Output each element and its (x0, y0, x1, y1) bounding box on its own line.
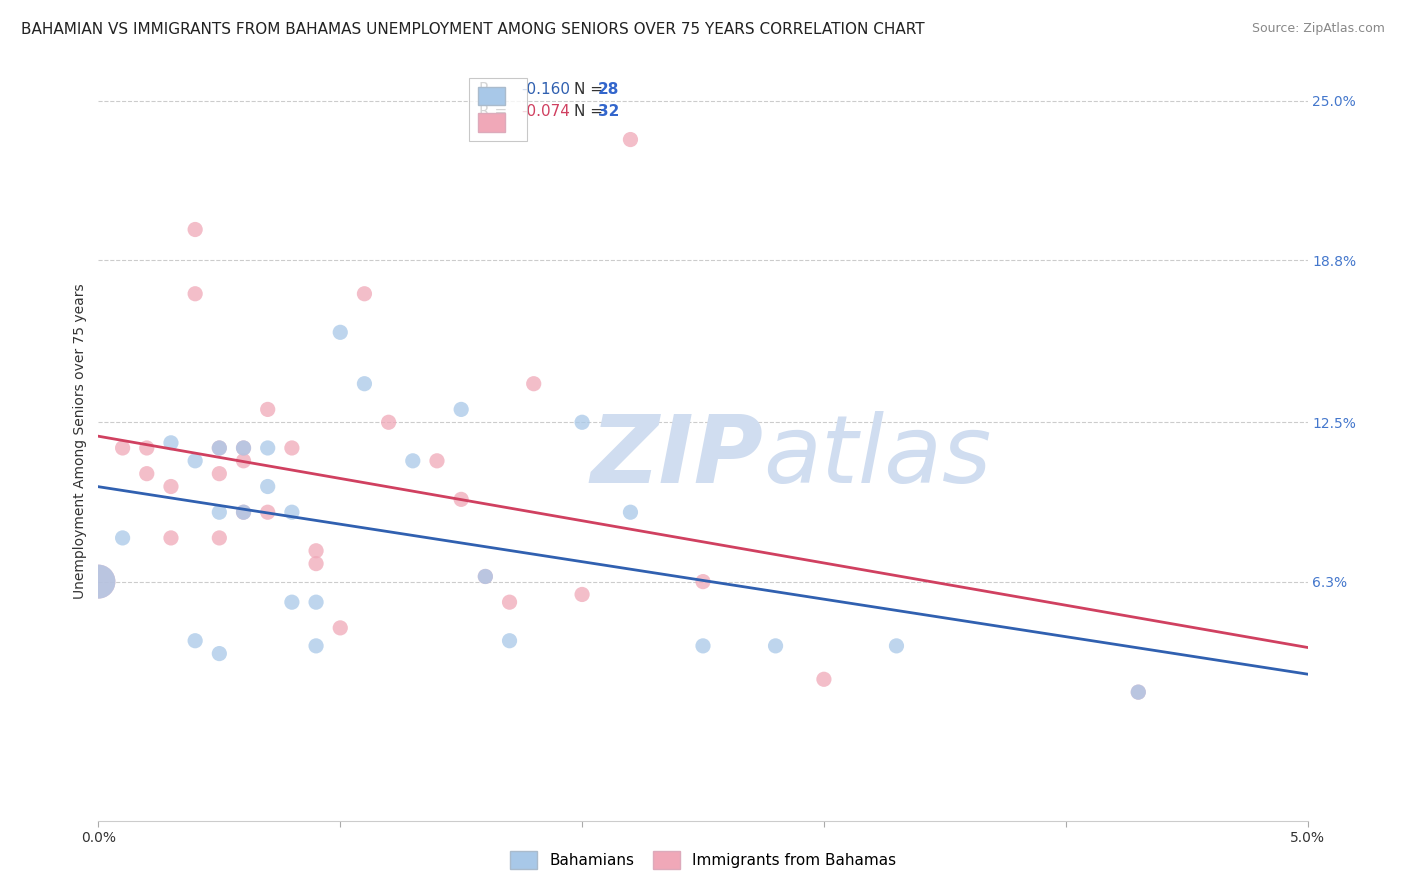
Point (402, 454, 425, 468)
Point (305, 595, 328, 609)
Point (232, 505, 254, 519)
Text: BAHAMIAN VS IMMIGRANTS FROM BAHAMAS UNEMPLOYMENT AMONG SENIORS OVER 75 YEARS COR: BAHAMIAN VS IMMIGRANTS FROM BAHAMAS UNEM… (21, 22, 925, 37)
Point (1128, 685, 1150, 699)
Point (377, 415, 399, 429)
Point (256, 505, 278, 519)
Legend: Bahamians, Immigrants from Bahamas: Bahamians, Immigrants from Bahamas (503, 845, 903, 875)
Point (619, 132, 641, 146)
Point (692, 574, 714, 589)
Point (111, 441, 134, 455)
Point (208, 441, 231, 455)
Point (208, 531, 231, 545)
Point (256, 402, 278, 417)
Point (256, 441, 278, 455)
Point (305, 639, 328, 653)
Point (498, 595, 520, 609)
Point (474, 569, 496, 583)
Point (353, 376, 375, 391)
Point (886, 639, 908, 653)
Point (232, 505, 254, 519)
Point (208, 647, 231, 661)
Point (135, 441, 157, 455)
Point (619, 505, 641, 519)
Point (1128, 685, 1150, 699)
Text: -0.074: -0.074 (522, 104, 571, 120)
Text: R =: R = (479, 104, 512, 120)
Point (208, 505, 231, 519)
Point (305, 557, 328, 571)
Text: 32: 32 (598, 104, 619, 120)
Point (813, 673, 835, 687)
Point (765, 639, 787, 653)
Point (329, 621, 352, 635)
Point (692, 639, 714, 653)
Point (184, 454, 207, 468)
Point (232, 441, 254, 455)
Point (160, 479, 183, 493)
Point (184, 633, 207, 648)
Point (160, 435, 183, 450)
Text: 28: 28 (598, 82, 619, 97)
Point (184, 222, 207, 236)
Point (160, 531, 183, 545)
Text: atlas: atlas (763, 411, 991, 502)
Point (353, 286, 375, 301)
Text: ZIP: ZIP (591, 410, 763, 503)
Point (256, 479, 278, 493)
Y-axis label: Unemployment Among Seniors over 75 years: Unemployment Among Seniors over 75 years (73, 284, 87, 599)
Text: N =: N = (574, 104, 607, 120)
Point (87, 574, 110, 589)
Text: -0.160: -0.160 (522, 82, 571, 97)
Text: R =: R = (479, 82, 512, 97)
Point (281, 595, 304, 609)
Legend: , : , (468, 78, 527, 141)
Point (208, 441, 231, 455)
Point (571, 415, 593, 429)
Point (450, 402, 472, 417)
Text: Source: ZipAtlas.com: Source: ZipAtlas.com (1251, 22, 1385, 36)
Point (523, 376, 546, 391)
Point (208, 467, 231, 481)
Point (87, 574, 110, 589)
Point (184, 286, 207, 301)
Point (474, 569, 496, 583)
Point (135, 467, 157, 481)
Point (450, 492, 472, 507)
Point (571, 587, 593, 601)
Text: N =: N = (574, 82, 607, 97)
Point (232, 441, 254, 455)
Point (232, 454, 254, 468)
Point (305, 543, 328, 558)
Point (329, 326, 352, 340)
Point (111, 531, 134, 545)
Point (281, 441, 304, 455)
Point (498, 633, 520, 648)
Point (281, 505, 304, 519)
Point (426, 454, 449, 468)
